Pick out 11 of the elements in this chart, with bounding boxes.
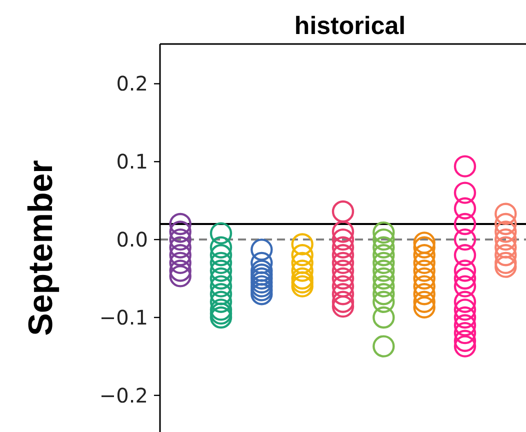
y-tick-label: −0.1 [99,305,148,330]
point [454,322,476,344]
y-tick-label: 0.2 [116,72,148,96]
point [454,335,476,358]
chart-title: historical [294,12,406,40]
point [454,314,476,336]
y-tick-label: 0.0 [116,228,148,252]
point [454,330,476,352]
y-axis-title: September [22,160,60,336]
y-tick-label: −0.2 [99,383,148,408]
y-tick-label: 0.1 [116,150,148,174]
